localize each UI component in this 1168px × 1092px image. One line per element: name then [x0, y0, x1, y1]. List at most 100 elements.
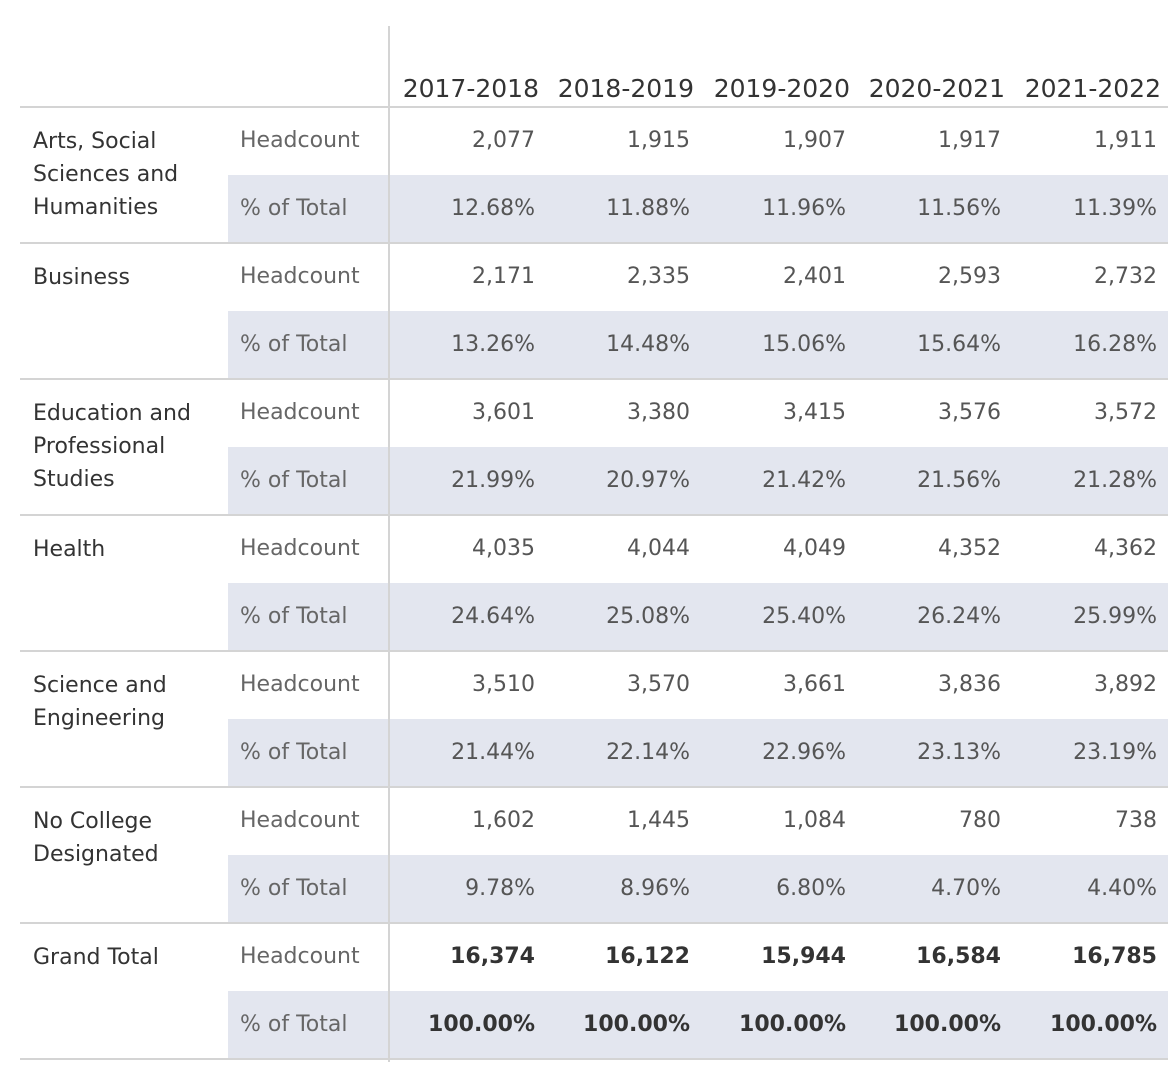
table-cell: 4.70% [931, 876, 1001, 901]
table-cell: 16,785 [1072, 944, 1157, 969]
table-cell: 780 [959, 808, 1001, 833]
table-cell: 100.00% [428, 1012, 535, 1037]
table-cell: 15.64% [917, 332, 1001, 357]
college-label-line: Studies [33, 467, 115, 492]
row-band [228, 719, 1168, 787]
table-cell: 4.40% [1087, 876, 1157, 901]
table-cell: 16,374 [450, 944, 535, 969]
college-label: Science and Engineering [33, 669, 223, 735]
row-divider [20, 1058, 1168, 1060]
table-cell: 2,077 [472, 128, 535, 153]
table-cell: 12.68% [451, 196, 535, 221]
row-divider [20, 514, 1168, 516]
table-cell: 1,445 [627, 808, 690, 833]
table-cell: 9.78% [465, 876, 535, 901]
table-cell: 22.96% [762, 740, 846, 765]
table-cell: 3,380 [627, 400, 690, 425]
table-cell: 2,732 [1094, 264, 1157, 289]
measure-label: Headcount [240, 264, 360, 289]
college-label-line: Education and [33, 401, 191, 426]
table-cell: 100.00% [739, 1012, 846, 1037]
table-cell: 25.99% [1073, 604, 1157, 629]
table-cell: 14.48% [606, 332, 690, 357]
table-cell: 100.00% [1050, 1012, 1157, 1037]
table-cell: 20.97% [606, 468, 690, 493]
grand-total-label: Grand Total [33, 941, 223, 974]
table-cell: 15.06% [762, 332, 846, 357]
table-cell: 3,415 [783, 400, 846, 425]
column-divider [388, 26, 390, 1062]
table-cell: 3,576 [938, 400, 1001, 425]
table-cell: 25.08% [606, 604, 690, 629]
college-label-line: Engineering [33, 706, 165, 731]
table-cell: 21.56% [917, 468, 1001, 493]
measure-label: Headcount [240, 128, 360, 153]
measure-label: Headcount [240, 536, 360, 561]
row-band [228, 855, 1168, 923]
row-band [228, 991, 1168, 1059]
table-cell: 16,584 [916, 944, 1001, 969]
row-band [228, 175, 1168, 243]
measure-label: % of Total [240, 468, 348, 493]
table-cell: 3,572 [1094, 400, 1157, 425]
college-label-line: Humanities [33, 195, 159, 220]
table-cell: 8.96% [620, 876, 690, 901]
column-header-2018-2019: 2018-2019 [557, 74, 694, 103]
table-cell: 23.19% [1073, 740, 1157, 765]
college-label: Health [33, 533, 223, 566]
row-divider [20, 378, 1168, 380]
college-label: Arts, Social Sciences and Humanities [33, 125, 223, 224]
table-cell: 1,602 [472, 808, 535, 833]
table-cell: 100.00% [583, 1012, 690, 1037]
measure-label: Headcount [240, 672, 360, 697]
college-label-line: Sciences and [33, 162, 179, 187]
college-label-line: Arts, Social [33, 129, 157, 154]
measure-label: % of Total [240, 740, 348, 765]
table-cell: 16.28% [1073, 332, 1157, 357]
table-cell: 21.28% [1073, 468, 1157, 493]
row-divider [20, 242, 1168, 244]
table-cell: 21.44% [451, 740, 535, 765]
header-rule [20, 106, 1168, 108]
college-label-line: Professional [33, 434, 166, 459]
table-cell: 21.99% [451, 468, 535, 493]
college-label-line: Designated [33, 842, 159, 867]
table-cell: 2,335 [627, 264, 690, 289]
table-cell: 4,049 [783, 536, 846, 561]
table-cell: 3,836 [938, 672, 1001, 697]
table-cell: 3,661 [783, 672, 846, 697]
table-cell: 100.00% [894, 1012, 1001, 1037]
table-cell: 3,570 [627, 672, 690, 697]
measure-label: % of Total [240, 1012, 348, 1037]
table-cell: 4,362 [1094, 536, 1157, 561]
measure-label: % of Total [240, 876, 348, 901]
measure-label: Headcount [240, 400, 360, 425]
measure-label: Headcount [240, 944, 360, 969]
college-label: Education and Professional Studies [33, 397, 223, 496]
table-cell: 24.64% [451, 604, 535, 629]
table-cell: 11.88% [606, 196, 690, 221]
table-cell: 11.56% [917, 196, 1001, 221]
college-label-line: Business [33, 265, 131, 290]
table-cell: 11.39% [1073, 196, 1157, 221]
college-label-line: Science and [33, 673, 167, 698]
table-cell: 4,035 [472, 536, 535, 561]
table-cell: 1,915 [627, 128, 690, 153]
table-cell: 1,084 [783, 808, 846, 833]
column-header-2020-2021: 2020-2021 [868, 74, 1005, 103]
table-cell: 3,892 [1094, 672, 1157, 697]
college-label: No College Designated [33, 805, 223, 871]
college-label-line: No College [33, 809, 152, 834]
row-band [228, 447, 1168, 515]
table-cell: 3,510 [472, 672, 535, 697]
measure-label: % of Total [240, 332, 348, 357]
row-band [228, 311, 1168, 379]
table-cell: 13.26% [451, 332, 535, 357]
table-cell: 1,917 [938, 128, 1001, 153]
table-cell: 3,601 [472, 400, 535, 425]
measure-label: Headcount [240, 808, 360, 833]
row-divider [20, 650, 1168, 652]
college-label: Business [33, 261, 223, 294]
table-cell: 25.40% [762, 604, 846, 629]
